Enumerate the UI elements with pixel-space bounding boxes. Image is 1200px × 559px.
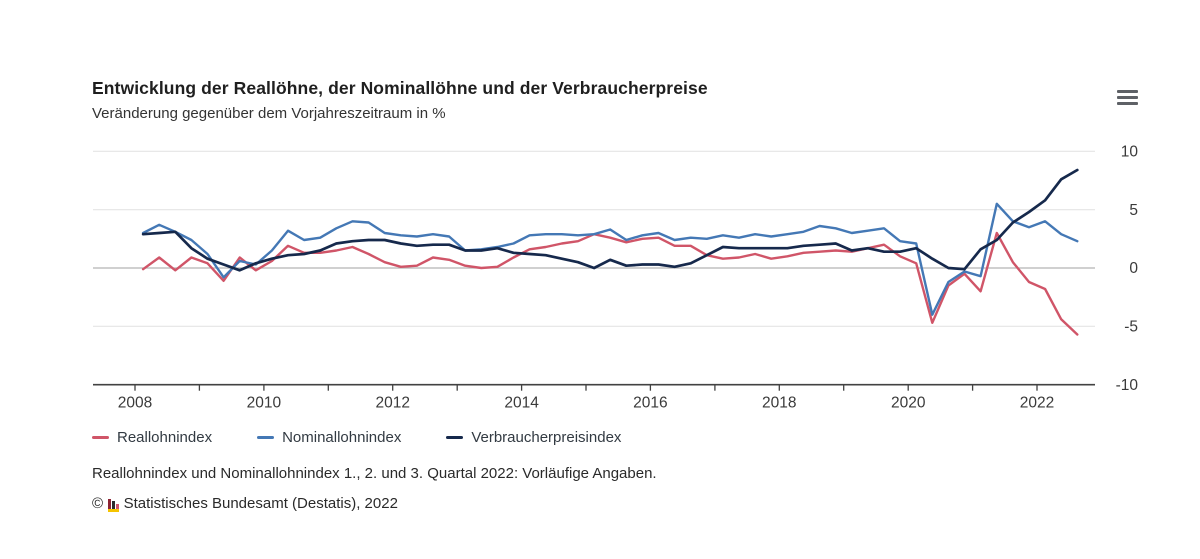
svg-text:10: 10 — [1121, 144, 1139, 161]
chart-subtitle: Veränderung gegenüber dem Vorjahreszeitr… — [92, 105, 446, 122]
hamburger-icon — [1113, 89, 1141, 105]
chart-footnote: Reallohnindex und Nominallohnindex 1., 2… — [92, 465, 657, 482]
reallohnindex-swatch-icon — [92, 436, 109, 439]
copyright-symbol: © — [92, 495, 104, 512]
svg-text:-5: -5 — [1124, 319, 1138, 336]
svg-text:-10: -10 — [1116, 377, 1139, 394]
verbraucherpreisindex-swatch-icon — [446, 436, 464, 439]
svg-text:5: 5 — [1129, 202, 1138, 219]
chart-menu-button[interactable] — [1111, 85, 1143, 111]
chart-title: Entwicklung der Reallöhne, der Nominallö… — [92, 78, 708, 98]
source-text: Statistisches Bundesamt (Destatis), 2022 — [123, 495, 398, 512]
svg-text:2010: 2010 — [247, 395, 282, 412]
legend-label: Verbraucherpreisindex — [471, 429, 622, 446]
legend-label: Nominallohnindex — [282, 429, 402, 446]
legend-item-reallohnindex: Reallohnindex — [92, 429, 212, 446]
legend-item-verbraucherpreisindex: Verbraucherpreisindex — [446, 429, 621, 446]
chart-legend: Reallohnindex Nominallohnindex Verbrauch… — [92, 429, 621, 446]
nominallohnindex-swatch-icon — [257, 436, 275, 439]
svg-text:2012: 2012 — [375, 395, 409, 412]
svg-text:2022: 2022 — [1020, 395, 1054, 412]
svg-text:0: 0 — [1129, 260, 1138, 277]
svg-text:2016: 2016 — [633, 395, 667, 412]
svg-text:2014: 2014 — [504, 395, 539, 412]
svg-text:2008: 2008 — [118, 395, 152, 412]
legend-item-nominallohnindex: Nominallohnindex — [257, 429, 401, 446]
source-line: © Statistisches Bundesamt (Destatis), 20… — [92, 495, 398, 512]
destatis-barchart-icon — [108, 496, 119, 512]
svg-text:2020: 2020 — [891, 395, 926, 412]
legend-label: Reallohnindex — [117, 429, 213, 446]
svg-text:2018: 2018 — [762, 395, 796, 412]
